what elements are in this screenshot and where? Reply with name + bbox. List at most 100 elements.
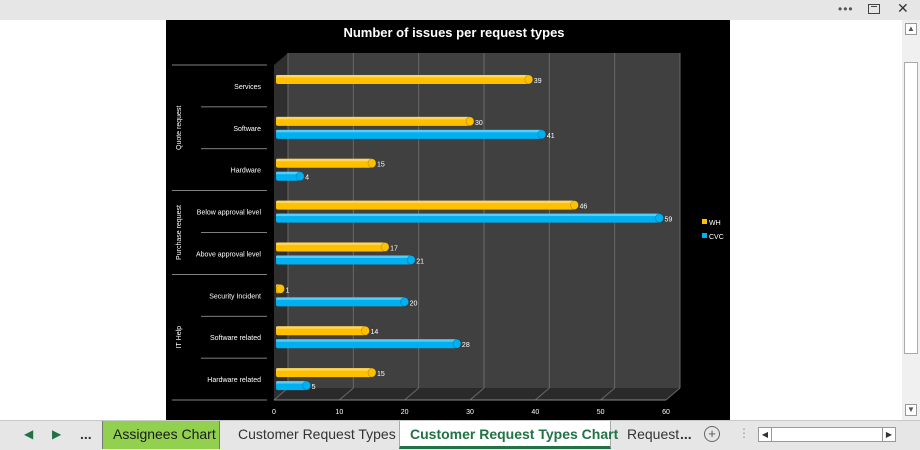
plus-circle-icon[interactable]: + <box>704 426 720 442</box>
bar-cap <box>400 297 409 307</box>
data-label: 4 <box>305 175 309 182</box>
category-label: Services <box>234 84 261 91</box>
tabs-overflow-right[interactable]: ... <box>680 426 692 442</box>
bar-highlight <box>276 171 301 175</box>
gridline-floor <box>600 387 615 401</box>
vertical-scrollbar[interactable]: ▲ ▼ <box>902 20 920 420</box>
gridline-floor <box>535 387 550 401</box>
bar-cap <box>367 158 377 168</box>
data-label: 39 <box>534 78 542 85</box>
data-label: 14 <box>370 329 378 336</box>
category-label: Security Incident <box>209 293 261 300</box>
group-label: Purchase request <box>176 205 183 260</box>
bar-wh <box>276 200 575 210</box>
chevron-right-icon[interactable]: ▶ <box>52 427 62 441</box>
x-tick-label: 60 <box>662 409 670 416</box>
bar-cap <box>537 129 547 140</box>
tab-assignees-chart[interactable]: Assignees Chart <box>102 421 220 449</box>
bar-cap <box>452 338 462 349</box>
data-label: 1 <box>286 287 290 294</box>
gridline-floor <box>665 387 681 401</box>
bar-highlight <box>276 326 366 329</box>
category-label: Hardware related <box>207 377 261 384</box>
bar-highlight <box>276 381 307 384</box>
bar-cvc <box>276 297 405 307</box>
tab-customer-request-types-chart[interactable]: Customer Request Types Chart <box>399 421 618 449</box>
data-label: 46 <box>580 204 588 211</box>
bar-wh <box>276 242 386 252</box>
bar-highlight <box>276 339 457 342</box>
category-label: Software related <box>210 335 261 342</box>
bar-highlight <box>276 368 372 371</box>
more-dots-icon[interactable]: ••• <box>838 2 854 16</box>
scroll-thumb[interactable] <box>904 62 918 354</box>
data-label: 41 <box>547 133 555 140</box>
bar-cap <box>406 255 416 265</box>
bar-cap <box>570 200 579 210</box>
scroll-up-icon[interactable]: ▲ <box>905 23 917 35</box>
bar-cvc <box>276 381 307 391</box>
bar-wh <box>276 326 366 336</box>
group-label: Quote request <box>176 106 183 150</box>
group-label: IT Help <box>176 326 183 349</box>
bar-wh <box>276 74 529 84</box>
scroll-down-icon[interactable]: ▼ <box>905 404 917 416</box>
x-tick-label: 10 <box>335 409 343 416</box>
bar-wh <box>276 116 470 126</box>
data-label: 17 <box>390 245 398 252</box>
bar-cap <box>302 380 311 391</box>
x-tick-label: 40 <box>531 409 539 416</box>
data-label: 5 <box>312 384 316 391</box>
category-label: Below approval level <box>197 210 262 217</box>
legend-swatch <box>702 219 707 224</box>
bar-cap <box>655 213 664 223</box>
bar-highlight <box>276 129 542 133</box>
scroll-left-icon[interactable]: ◀ <box>759 428 772 441</box>
close-icon[interactable]: ✕ <box>897 0 909 16</box>
bar-cap <box>524 74 534 85</box>
splitter-handle[interactable]: ⋮ <box>738 426 750 440</box>
legend-swatch <box>702 233 707 238</box>
x-tick-label: 0 <box>272 409 276 416</box>
bar-cap <box>276 284 285 294</box>
data-label: 28 <box>462 342 470 349</box>
tabs-overflow-left[interactable]: ... <box>80 426 92 442</box>
data-label: 21 <box>416 258 424 265</box>
data-label: 15 <box>377 162 385 169</box>
bar-cap <box>361 325 370 336</box>
bar-highlight <box>276 74 529 78</box>
legend-label: WH <box>709 220 721 227</box>
bar-chart: Number of issues per request types 0 10 20 3… <box>172 25 724 416</box>
chart-title: Number of issues per request types <box>343 25 564 40</box>
horizontal-scrollbar[interactable]: ◀ ▶ <box>758 427 896 442</box>
bar-highlight <box>276 297 405 300</box>
category-label: Above approval level <box>196 251 261 258</box>
bar-highlight <box>276 213 660 217</box>
data-label: 59 <box>664 217 672 224</box>
restore-window-icon[interactable] <box>868 4 880 14</box>
chevron-left-icon[interactable]: ◀ <box>24 427 34 441</box>
bar-cap <box>465 116 475 127</box>
plot-side-wall <box>274 53 288 400</box>
bar-cap <box>380 242 390 252</box>
category-label: Software <box>233 126 261 133</box>
scroll-right-icon[interactable]: ▶ <box>882 428 895 441</box>
bar-cap <box>367 367 377 378</box>
x-tick-label: 50 <box>597 409 605 416</box>
gridline-floor <box>404 387 419 401</box>
bar-cvc <box>276 213 660 223</box>
bar-wh <box>276 158 372 168</box>
bar-highlight <box>276 255 412 258</box>
chart-area[interactable]: Number of issues per request types 0 10 20 3… <box>166 20 730 420</box>
tab-request[interactable]: Request <box>627 426 680 442</box>
bar-highlight <box>276 158 372 162</box>
bar-cvc <box>276 171 301 181</box>
bar-cvc <box>276 129 542 139</box>
data-label: 20 <box>410 300 418 307</box>
data-label: 30 <box>475 120 483 127</box>
bar-highlight <box>276 242 386 245</box>
x-tick-label: 20 <box>401 409 409 416</box>
sheet-tab-bar: ◀ ▶ ... Assignees Chart Customer Request… <box>0 420 920 450</box>
tab-customer-request-types[interactable]: Customer Request Types <box>238 426 396 442</box>
bar-cap <box>295 171 305 181</box>
